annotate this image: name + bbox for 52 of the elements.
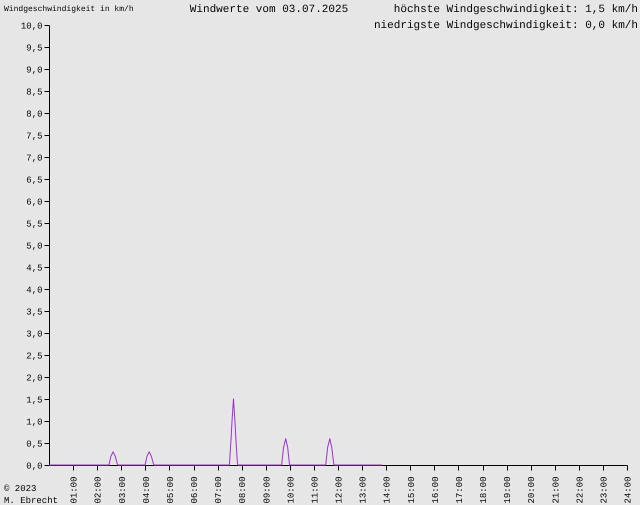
x-tick-label: 24:00 xyxy=(624,476,634,504)
x-tick-label: 14:00 xyxy=(382,476,393,504)
y-tick-label: 0,5 xyxy=(26,440,42,450)
x-tick-label: 12:00 xyxy=(334,476,344,504)
x-tick-label: 02:00 xyxy=(94,476,104,504)
y-tick-label: 4,0 xyxy=(26,286,42,296)
y-tick-label: 8,5 xyxy=(26,88,42,98)
x-tick-label: 22:00 xyxy=(575,476,586,504)
y-tick-label: 3,5 xyxy=(26,308,42,318)
y-tick-label: 7,0 xyxy=(26,154,42,164)
line-series xyxy=(48,398,383,466)
y-tick-label: 1,0 xyxy=(26,418,42,428)
x-tick-label: 07:00 xyxy=(214,476,224,504)
y-tick-label: 5,0 xyxy=(26,242,42,252)
x-tick-label: 11:00 xyxy=(310,476,320,504)
x-tick-label: 17:00 xyxy=(454,476,465,504)
x-tick-label: 23:00 xyxy=(599,476,610,504)
x-tick-label: 19:00 xyxy=(503,476,514,504)
text: M. Ebrecht xyxy=(4,496,58,505)
y-tick-label: 2,5 xyxy=(26,352,42,362)
x-tick-label: 05:00 xyxy=(166,476,176,504)
x-tick-label: 01:00 xyxy=(70,476,80,504)
y-tick-label: 4,5 xyxy=(26,264,42,274)
y-tick-label: 6,5 xyxy=(26,176,42,186)
y-tick-label: 10,0 xyxy=(20,22,42,32)
x-tick-label: 10:00 xyxy=(286,476,296,504)
x-tick-label: 20:00 xyxy=(527,476,538,504)
text: höchste Windgeschwindigkeit: 1,5 km/h xyxy=(394,4,638,16)
x-tick-label: 03:00 xyxy=(118,476,128,504)
text: © 2023 xyxy=(4,484,36,494)
chart-title: Windwerte vom 03.07.2025 xyxy=(190,4,348,16)
x-tick-label: 16:00 xyxy=(430,476,441,504)
annotation: niedrigste Windgeschwindigkeit: 0,0 km/h xyxy=(374,20,638,32)
y-tick-label: 1,5 xyxy=(26,396,42,406)
x-tick-label: 15:00 xyxy=(406,476,417,504)
y-tick-label: 3,0 xyxy=(26,330,42,340)
x-tick-label: 08:00 xyxy=(238,476,248,504)
y-tick-label: 5,5 xyxy=(26,220,42,230)
y-tick-label: 2,0 xyxy=(26,374,42,384)
y-tick-label: 9,5 xyxy=(26,44,42,54)
y-axis-title: Windgeschwindigkeit in km/h xyxy=(4,5,134,14)
y-tick-label: 6,0 xyxy=(26,198,42,208)
x-tick-label: 21:00 xyxy=(551,476,562,504)
x-tick-label: 18:00 xyxy=(479,476,489,504)
x-tick-label: 04:00 xyxy=(142,476,152,504)
x-tick-label: 06:00 xyxy=(190,476,200,504)
y-tick-label: 0,0 xyxy=(26,462,42,472)
y-tick-label: 7,5 xyxy=(26,132,42,142)
y-tick-label: 8,0 xyxy=(26,110,42,120)
x-tick-label: 09:00 xyxy=(262,476,272,504)
x-tick-label: 13:00 xyxy=(358,476,369,504)
y-tick-label: 9,0 xyxy=(26,66,42,76)
